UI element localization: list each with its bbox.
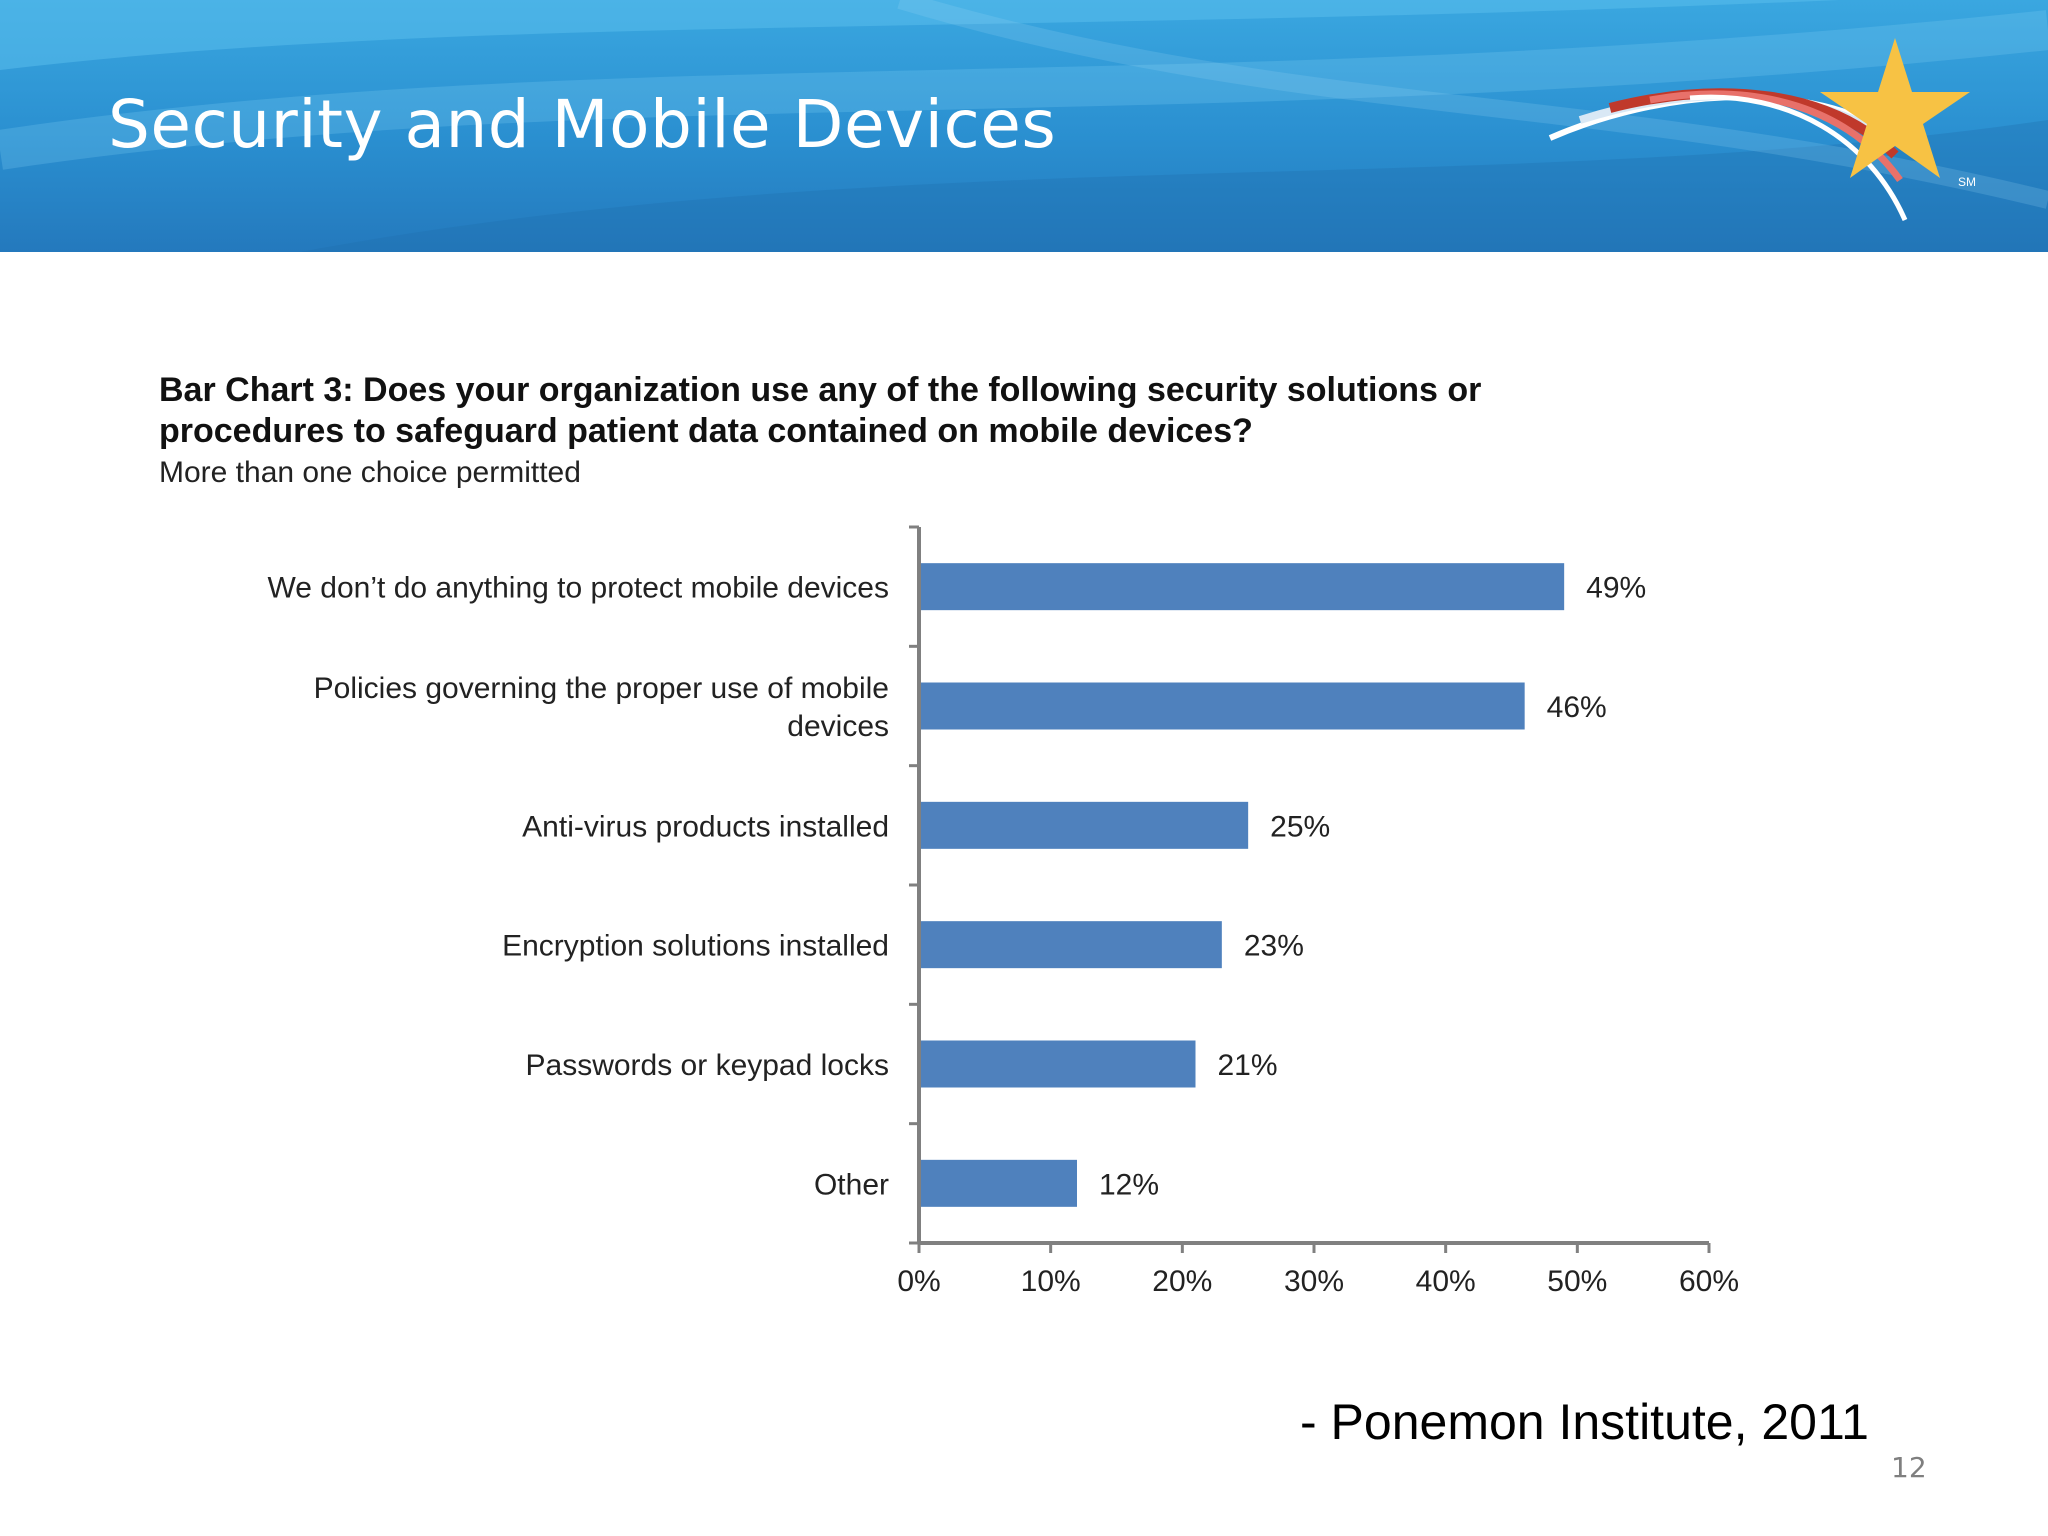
bar-value-label: 25% <box>1270 810 1330 843</box>
category-label: Policies governing the proper use of mob… <box>314 672 889 743</box>
x-tick-label: 10% <box>1021 1265 1081 1298</box>
source-citation: - Ponemon Institute, 2011 <box>1300 1394 1869 1450</box>
category-label: Anti-virus products installed <box>522 810 889 843</box>
slide-title: Security and Mobile Devices <box>108 86 1057 163</box>
bar <box>921 1040 1196 1088</box>
chart-title-block: Bar Chart 3: Does your organization use … <box>159 370 1759 492</box>
bar-value-label: 46% <box>1547 691 1607 724</box>
chart-title-line-1: Bar Chart 3: Does your organization use … <box>159 371 1482 409</box>
x-tick-label: 40% <box>1416 1265 1476 1298</box>
chart-subtitle: More than one choice permitted <box>159 456 581 489</box>
bar <box>921 921 1222 969</box>
bar <box>921 563 1565 611</box>
category-label-line: We don’t do anything to protect mobile d… <box>268 572 889 605</box>
logo-service-mark: SM <box>1958 175 1976 189</box>
category-label-line: Encryption solutions installed <box>502 930 889 963</box>
category-label: We don’t do anything to protect mobile d… <box>268 572 889 605</box>
bar <box>921 1159 1077 1207</box>
category-label-line: Anti-virus products installed <box>522 810 889 843</box>
x-tick-label: 50% <box>1547 1265 1607 1298</box>
bar-value-label: 49% <box>1586 572 1646 605</box>
category-label: Other <box>814 1168 889 1201</box>
category-label-line: Passwords or keypad locks <box>526 1049 890 1082</box>
bar-value-label: 23% <box>1244 930 1304 963</box>
x-tick-label: 30% <box>1284 1265 1344 1298</box>
x-tick-label: 0% <box>897 1265 940 1298</box>
chart-title-line-2: procedures to safeguard patient data con… <box>159 412 1253 450</box>
bar-value-label: 21% <box>1218 1049 1278 1082</box>
bar-value-label: 12% <box>1099 1168 1159 1201</box>
bar <box>921 682 1525 730</box>
category-label: Encryption solutions installed <box>502 930 889 963</box>
category-label-line: devices <box>787 710 889 743</box>
category-label: Passwords or keypad locks <box>526 1049 890 1082</box>
x-tick-label: 20% <box>1152 1265 1212 1298</box>
category-label-line: Other <box>814 1168 889 1201</box>
bar <box>921 801 1249 849</box>
category-label-line: Policies governing the proper use of mob… <box>314 672 889 705</box>
x-tick-label: 60% <box>1679 1265 1739 1298</box>
page-number: 12 <box>1891 1451 1927 1484</box>
star-logo-icon: SM <box>1548 38 1976 222</box>
slide-header: Security and Mobile Devices SM <box>0 0 2048 252</box>
